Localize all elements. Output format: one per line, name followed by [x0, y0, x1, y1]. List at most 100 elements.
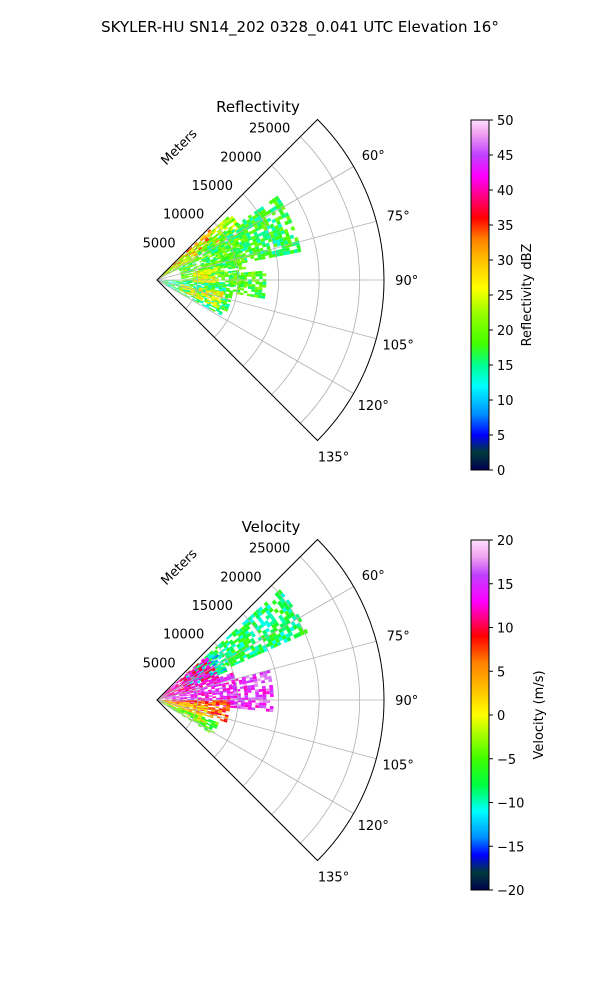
echo-cell — [181, 276, 185, 278]
echo-cell — [223, 701, 227, 704]
echo-cell — [200, 276, 205, 278]
echo-cell — [164, 700, 169, 701]
echo-cell — [193, 715, 198, 719]
azimuth-spoke — [156, 586, 354, 701]
echo-cell — [177, 688, 181, 691]
echo-cell — [182, 715, 186, 718]
echo-cell — [266, 691, 270, 695]
echo-cell — [231, 676, 236, 680]
echo-cell — [186, 256, 191, 260]
echo-cell — [274, 195, 280, 201]
echo-cell — [238, 647, 244, 652]
echo-cell — [229, 292, 233, 295]
echo-cell — [230, 641, 235, 646]
echo-cell — [179, 257, 183, 261]
colorbar-tick-label: 45 — [497, 149, 514, 164]
echo-cell — [194, 684, 199, 687]
echo-cell — [228, 686, 233, 689]
echo-cell — [280, 617, 286, 624]
echo-cell — [215, 691, 220, 694]
echo-cell — [186, 249, 190, 253]
echo-cell — [265, 242, 270, 247]
echo-cell — [195, 712, 199, 716]
echo-cell — [182, 676, 186, 680]
echo-cell — [200, 658, 205, 662]
velocity-colorbar-label: Velocity (m/s) — [532, 670, 547, 759]
echo-cell — [183, 695, 187, 697]
echo-cell — [239, 634, 244, 640]
echo-cell — [175, 702, 180, 704]
echo-cell — [207, 275, 212, 278]
echo-cell — [221, 258, 226, 262]
echo-cell — [266, 604, 272, 610]
echo-cell — [207, 270, 211, 272]
echo-cell — [207, 229, 212, 233]
echo-cell — [236, 643, 241, 648]
echo-cell — [258, 606, 264, 612]
echo-cell — [178, 256, 182, 260]
echo-cell — [174, 692, 179, 694]
echo-cell — [259, 694, 263, 698]
echo-cell — [178, 263, 183, 267]
echo-cell — [255, 236, 260, 241]
echo-cell — [195, 685, 199, 688]
echo-cell — [233, 689, 237, 692]
echo-cell — [269, 690, 274, 695]
echo-cell — [183, 257, 187, 261]
echo-cell — [187, 677, 192, 681]
echo-cell — [243, 628, 248, 633]
echo-cell — [232, 245, 238, 249]
echo-cell — [200, 237, 205, 242]
echo-cell — [196, 678, 201, 681]
echo-cell — [229, 698, 234, 700]
echo-cell — [225, 222, 230, 227]
echo-cell — [187, 711, 192, 714]
echo-cell — [240, 237, 245, 242]
echo-cell — [229, 694, 234, 697]
echo-cell — [190, 682, 194, 685]
echo-cell — [184, 289, 189, 292]
echo-cell — [179, 289, 183, 292]
echo-cell — [189, 254, 194, 257]
echo-cell — [220, 244, 225, 248]
echo-cell — [213, 724, 218, 728]
echo-cell — [249, 216, 254, 222]
echo-cell — [167, 693, 171, 696]
echo-cell — [254, 257, 259, 261]
echo-cell — [251, 276, 256, 280]
echo-cell — [192, 686, 196, 689]
echo-cell — [240, 704, 245, 707]
echo-cell — [244, 274, 249, 277]
echo-cell — [167, 283, 172, 286]
echo-cell — [275, 249, 280, 254]
echo-cell — [249, 637, 255, 643]
velocity-title: Velocity — [242, 518, 301, 536]
echo-cell — [252, 676, 257, 680]
echo-cell — [168, 702, 172, 704]
echo-cell — [225, 682, 229, 685]
echo-cell — [258, 646, 264, 651]
echo-cell — [246, 293, 251, 297]
echo-cell — [239, 235, 244, 240]
echo-cell — [209, 715, 214, 719]
colorbar-tick-label: −20 — [497, 884, 524, 899]
echo-cell — [221, 683, 226, 686]
echo-cell — [210, 723, 215, 726]
echo-cell — [204, 702, 209, 704]
echo-cell — [182, 256, 186, 260]
echo-cell — [179, 697, 184, 698]
echo-cell — [276, 198, 282, 204]
echo-cell — [252, 611, 258, 617]
echo-cell — [228, 220, 233, 225]
echo-cell — [177, 261, 181, 264]
echo-cell — [261, 231, 266, 236]
echo-cell — [174, 707, 178, 710]
echo-cell — [222, 285, 227, 288]
echo-cell — [182, 293, 187, 297]
echo-cell — [196, 670, 201, 674]
echo-cell — [262, 629, 267, 635]
echo-cell — [164, 702, 168, 705]
echo-cell — [167, 272, 171, 275]
echo-cell — [200, 277, 205, 279]
echo-cell — [229, 215, 234, 221]
